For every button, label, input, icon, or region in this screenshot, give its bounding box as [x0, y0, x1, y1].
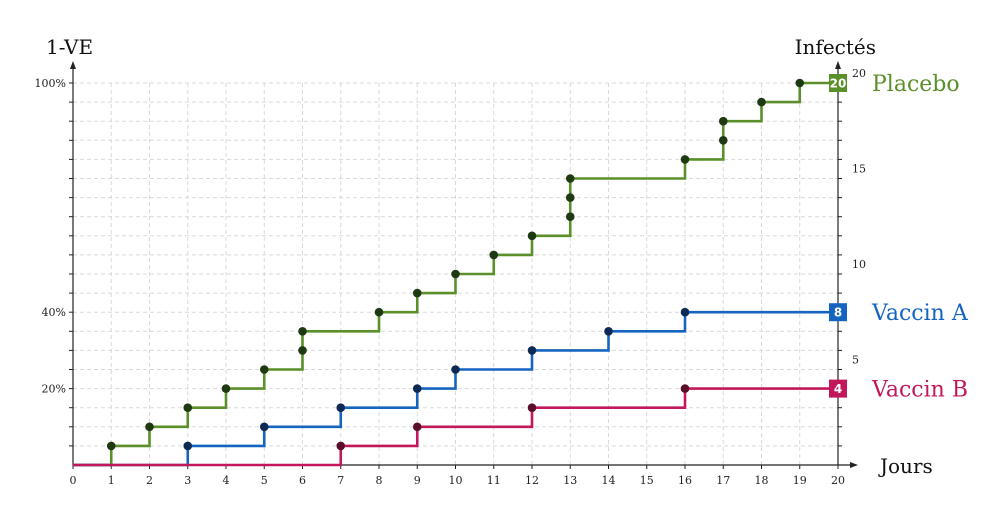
event-point — [183, 441, 193, 451]
x-tick-label: 11 — [487, 474, 501, 487]
event-point — [565, 212, 575, 221]
x-tick-label: 13 — [563, 474, 577, 487]
event-point — [259, 422, 269, 432]
event-point — [604, 327, 613, 336]
series-label: Vaccin A — [871, 301, 969, 326]
event-point — [565, 193, 575, 202]
series-line — [73, 310, 838, 467]
x-tick-label: 17 — [716, 474, 730, 487]
labels: 0 1 2 3 4 5 6 7 8 9 10 11 12 13 14 15 16 17 18 19 2020%40%10… — [35, 35, 933, 487]
event-point — [718, 136, 728, 145]
event-point — [565, 174, 575, 183]
event-point — [527, 403, 537, 413]
left-tick-label: 20% — [42, 383, 66, 396]
event-point — [145, 422, 154, 432]
x-tick-label: 14 — [602, 474, 616, 487]
x-axis-title: Jours — [878, 454, 933, 478]
series-vaccin-a: 8 Vaccin A — [73, 301, 969, 467]
x-tick-label: 1 — [108, 474, 115, 487]
event-point — [412, 384, 422, 393]
x-tick-label: 7 — [337, 474, 344, 487]
x-tick-label: 6 — [299, 474, 306, 487]
event-point — [718, 116, 728, 126]
series-line — [73, 387, 838, 467]
event-point — [221, 384, 231, 393]
right-axis-arrow — [835, 61, 841, 69]
right-tick-label: 20 — [852, 67, 866, 80]
left-tick-label: 100% — [35, 77, 66, 90]
grid — [72, 82, 839, 465]
series-label: Placebo — [872, 72, 960, 97]
series-placebo: 20 Placebo — [73, 72, 960, 467]
end-badge — [829, 74, 847, 92]
event-point — [336, 403, 346, 413]
series-vaccin-b: 4 Vaccin B — [73, 378, 968, 467]
end-badge-count: 20 — [830, 77, 847, 91]
event-point — [451, 269, 460, 279]
right-tick-label: 5 — [852, 354, 859, 367]
event-point — [680, 155, 690, 164]
left-tick-label: 40% — [42, 306, 66, 319]
x-tick-label: 20 — [831, 474, 845, 487]
x-tick-label: 2 — [146, 474, 153, 487]
end-badge — [829, 379, 847, 398]
event-point — [336, 441, 346, 451]
x-tick-label: 10 — [449, 474, 463, 487]
series-label: Vaccin B — [871, 378, 968, 403]
end-badge-count: 4 — [834, 382, 842, 396]
left-axis-title: 1-VE — [46, 35, 93, 59]
event-point — [757, 97, 766, 107]
x-tick-label: 4 — [223, 474, 230, 487]
event-point — [183, 403, 193, 413]
x-tick-label: 9 — [414, 474, 421, 487]
x-tick-label: 19 — [793, 474, 807, 487]
x-tick-label: 18 — [755, 474, 769, 487]
x-tick-label: 0 — [70, 474, 77, 487]
event-point — [451, 365, 460, 374]
event-point — [527, 231, 537, 241]
event-point — [259, 365, 269, 374]
event-point — [489, 250, 499, 260]
x-tick-label: 16 — [678, 474, 692, 487]
series-layer: 20 Placebo 8 Vaccin A 4 Vaccin B — [73, 72, 969, 467]
event-point — [527, 346, 537, 355]
right-tick-label: 15 — [852, 163, 866, 176]
x-tick-label: 15 — [640, 474, 654, 487]
end-badge — [829, 303, 847, 322]
event-point — [412, 422, 422, 432]
event-point — [106, 441, 116, 451]
x-tick-label: 5 — [261, 474, 268, 487]
right-tick-label: 10 — [852, 258, 866, 271]
x-axis-arrow — [850, 462, 858, 468]
event-point — [374, 307, 384, 317]
event-point — [795, 78, 805, 88]
right-axis-title: Infectés — [795, 35, 876, 59]
event-point — [298, 327, 307, 336]
x-tick-label: 3 — [184, 474, 191, 487]
end-badge-count: 8 — [834, 306, 842, 320]
event-point — [298, 346, 307, 355]
event-point — [680, 307, 690, 317]
x-tick-label: 8 — [376, 474, 383, 487]
event-point — [412, 288, 422, 298]
x-tick-label: 12 — [525, 474, 539, 487]
event-point — [680, 384, 690, 393]
left-axis-arrow — [70, 61, 76, 69]
